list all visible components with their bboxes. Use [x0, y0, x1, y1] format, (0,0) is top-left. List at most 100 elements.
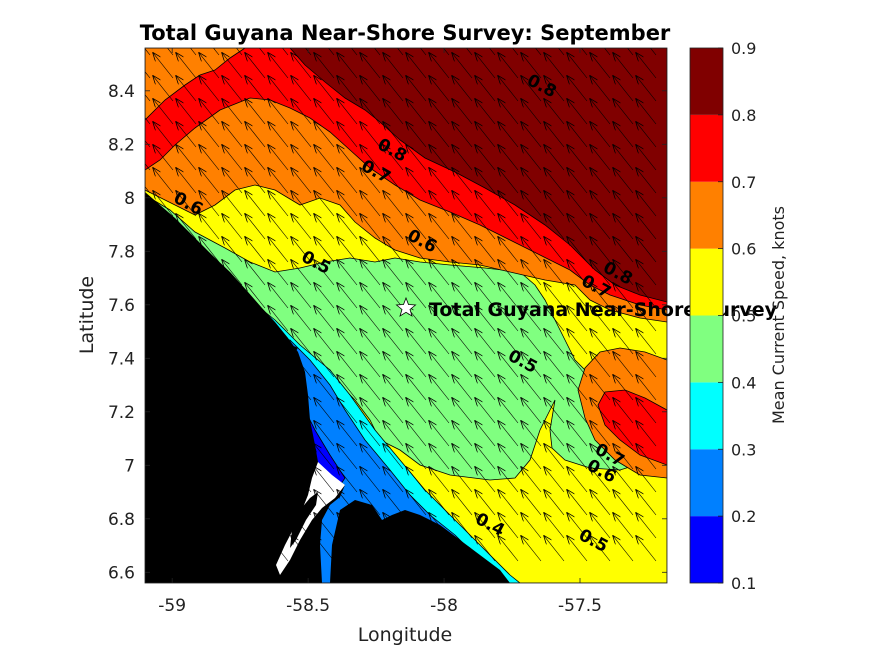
- current-vector-arrow: [452, 145, 473, 171]
- current-vector-arrow: [613, 306, 634, 332]
- current-vector-arrow: [337, 99, 358, 125]
- current-vector-arrow: [452, 76, 473, 102]
- current-vector-arrow: [475, 145, 496, 171]
- current-vector-arrow: [259, 48, 266, 56]
- current-vector-arrow: [567, 467, 588, 493]
- current-vector-arrow: [245, 444, 266, 470]
- current-vector-arrow: [498, 352, 519, 378]
- current-vector-arrow: [360, 398, 381, 424]
- current-vector-arrow: [268, 76, 289, 102]
- current-vector-arrow: [475, 467, 496, 493]
- colorbar: 0.1 0.2 0.3 0.4 0.5 0.6 0.7 0.8 0.9: [690, 39, 756, 593]
- current-vector-arrow: [406, 283, 427, 309]
- current-vector-arrow: [567, 375, 588, 401]
- current-vector-arrow: [268, 191, 289, 217]
- current-vector-arrow: [452, 214, 473, 240]
- current-vector-arrow: [222, 513, 243, 539]
- current-vector-arrow: [452, 467, 473, 493]
- current-vector-arrow: [222, 99, 243, 125]
- current-vector-arrow: [498, 145, 519, 171]
- current-vector-arrow: [590, 283, 611, 309]
- colorbar-frame: [689, 47, 724, 584]
- current-vector-arrow: [567, 145, 588, 171]
- current-vector-arrow: [521, 329, 542, 355]
- current-vector-arrow: [222, 283, 243, 309]
- current-vector-arrow: [590, 122, 611, 148]
- current-vector-arrow: [429, 421, 450, 447]
- current-vector-arrow: [145, 186, 151, 194]
- current-vector-arrow: [145, 393, 151, 401]
- current-vector-arrow: [383, 352, 404, 378]
- current-vector-arrow: [383, 99, 404, 125]
- current-vector-arrow: [153, 467, 174, 493]
- current-vector-arrow: [544, 352, 565, 378]
- current-vector-arrow: [429, 444, 450, 470]
- y-tick-label: 7.8: [108, 242, 135, 262]
- current-vector-arrow: [337, 306, 358, 332]
- current-vector-arrow: [590, 490, 611, 516]
- y-axis-label: Latitude: [76, 276, 98, 354]
- current-vector-arrow: [475, 398, 496, 424]
- current-vector-arrow: [590, 76, 611, 102]
- current-vector-arrow: [498, 53, 519, 79]
- x-axis-ticks: -59 -58.5 -58 -57.5: [158, 48, 602, 616]
- current-vector-arrow: [314, 99, 335, 125]
- current-vector-arrow: [199, 168, 220, 194]
- current-vector-arrow: [475, 214, 496, 240]
- current-vector-arrow: [406, 122, 427, 148]
- current-vector-arrow: [176, 444, 197, 470]
- current-vector-arrow: [222, 145, 243, 171]
- current-vector-arrow: [222, 490, 243, 516]
- current-vector-arrow: [544, 122, 565, 148]
- current-vector-arrow: [636, 513, 657, 539]
- colorbar-tick-label: 0.5: [731, 307, 756, 326]
- current-vector-arrow: [222, 398, 243, 424]
- current-vector-arrow: [383, 536, 404, 562]
- current-vector-arrow: [590, 398, 611, 424]
- current-vector-arrow: [521, 467, 542, 493]
- current-vector-arrow: [636, 145, 657, 171]
- current-vector-arrow: [145, 117, 151, 125]
- current-vector-arrow: [475, 283, 496, 309]
- current-vector-arrow: [406, 191, 427, 217]
- current-vector-arrow: [590, 375, 611, 401]
- current-vector-arrow: [337, 237, 358, 263]
- current-vector-arrow: [291, 467, 312, 493]
- current-vector-arrow: [245, 76, 266, 102]
- current-vector-arrow: [429, 99, 450, 125]
- current-vector-arrow: [153, 122, 174, 148]
- current-vector-arrow: [360, 99, 381, 125]
- current-vector-arrow: [145, 416, 151, 424]
- current-vector-arrow: [153, 375, 174, 401]
- current-vector-arrow: [567, 191, 588, 217]
- current-vector-arrow: [429, 122, 450, 148]
- current-vector-arrow: [650, 48, 657, 56]
- current-vector-arrow: [176, 352, 197, 378]
- current-vector-arrow: [498, 214, 519, 240]
- current-vector-arrow: [360, 53, 381, 79]
- colorbar-segment: [690, 516, 723, 583]
- current-vector-arrow: [199, 99, 220, 125]
- current-vector-arrow: [245, 168, 266, 194]
- current-vector-arrow: [153, 398, 174, 424]
- current-vector-arrow: [145, 255, 151, 263]
- current-vector-arrow: [383, 375, 404, 401]
- current-vector-arrow: [245, 421, 266, 447]
- y-tick-label: 6.8: [108, 510, 135, 530]
- current-vector-arrow: [222, 306, 243, 332]
- current-vector-arrow: [245, 237, 266, 263]
- current-vector-arrow: [268, 398, 289, 424]
- current-vector-arrow: [337, 53, 358, 79]
- current-vector-arrow: [636, 444, 657, 470]
- current-vector-arrow: [153, 145, 174, 171]
- current-vector-arrow: [429, 513, 450, 539]
- current-vector-arrow: [314, 352, 335, 378]
- current-vector-arrow: [544, 191, 565, 217]
- current-vector-arrow: [567, 214, 588, 240]
- speed-band-0.7-0.8-east: [597, 389, 667, 466]
- current-vector-arrow: [406, 237, 427, 263]
- current-vector-arrow: [475, 444, 496, 470]
- current-vector-arrow: [222, 260, 243, 286]
- current-vector-arrow: [176, 145, 197, 171]
- current-vector-arrow: [452, 513, 473, 539]
